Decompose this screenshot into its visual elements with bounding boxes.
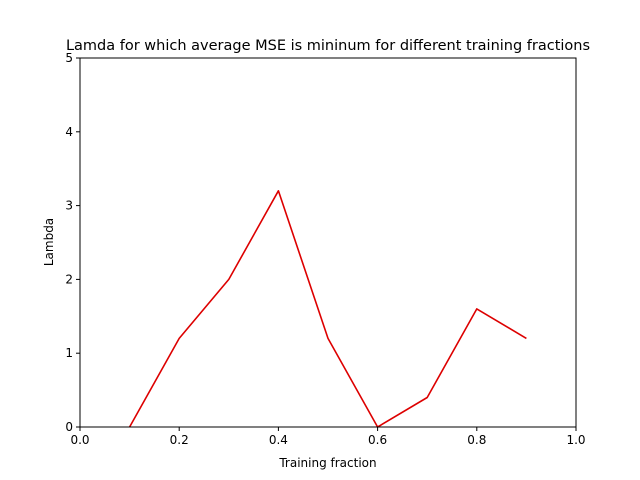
x-tick-label-4: 0.8 (467, 433, 486, 447)
y-tick-label-2: 2 (65, 272, 73, 286)
y-tick-label-0: 0 (65, 420, 73, 434)
x-tick-label-0: 0.0 (70, 433, 89, 447)
x-axis-label: Training fraction (278, 456, 376, 470)
y-axis-label: Lambda (42, 218, 56, 266)
y-tick-label-4: 4 (65, 125, 73, 139)
plot-area: 0.0 0.2 0.4 0.6 0.8 1.0 0 1 2 3 4 5 (65, 51, 585, 447)
x-tick-label-3: 0.6 (368, 433, 387, 447)
series-line-0 (128, 190, 527, 428)
x-tick-label-5: 1.0 (566, 433, 585, 447)
plot-frame (79, 57, 577, 428)
x-tick-label-2: 0.4 (269, 433, 288, 447)
y-tick-label-5: 5 (65, 51, 73, 65)
y-tick-label-3: 3 (65, 199, 73, 213)
x-tick-label-1: 0.2 (170, 433, 189, 447)
chart-title: Lamda for which average MSE is mininum f… (66, 38, 590, 54)
y-tick-label-1: 1 (65, 346, 73, 360)
